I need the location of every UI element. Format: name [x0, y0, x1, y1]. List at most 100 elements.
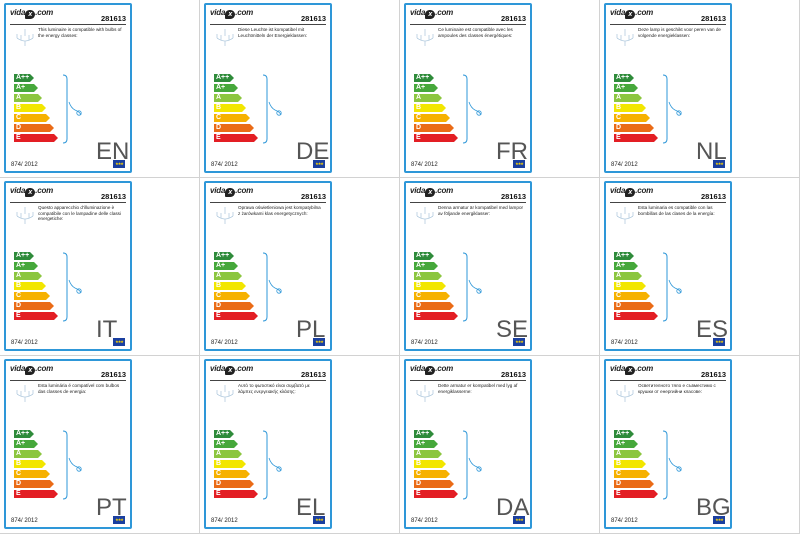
- energy-class-label: C: [16, 292, 22, 299]
- product-code: 281613: [300, 370, 326, 379]
- eu-flag-icon: ★★★: [513, 338, 525, 346]
- range-bracket-icon: [462, 430, 468, 500]
- brand-suffix: .com: [35, 8, 54, 17]
- product-code: 281613: [300, 14, 326, 23]
- divider: [210, 380, 326, 381]
- label-cell-it: vida x .com 281613 Questo apparecchio d'il…: [0, 178, 200, 356]
- regulation-number: 874/ 2012: [611, 340, 638, 346]
- brand-logo: vida x .com: [610, 8, 653, 19]
- chandelier-icon: [16, 207, 34, 224]
- product-code: 281613: [700, 370, 726, 379]
- brand-logo: vida x .com: [210, 8, 253, 19]
- compatibility-text: This luminaire is compatible with bulbs …: [38, 27, 122, 38]
- brand-mark-icon: x: [625, 10, 636, 19]
- brand-logo: vida x .com: [10, 8, 53, 19]
- energy-class-label: C: [416, 292, 422, 299]
- product-code: 281613: [100, 192, 126, 201]
- energy-class-label: A+: [616, 440, 626, 447]
- product-code: 281613: [700, 14, 726, 23]
- brand-logo: vida x .com: [610, 364, 653, 375]
- bulb-icon: [668, 457, 682, 472]
- brand-suffix: .com: [35, 364, 54, 373]
- divider: [610, 380, 726, 381]
- label-cell-de: vida x .com 281613 Diese Leuchte ist kompa…: [200, 0, 400, 178]
- brand-mark-icon: x: [225, 366, 236, 375]
- language-code: DE: [296, 138, 330, 165]
- regulation-number: 874/ 2012: [411, 340, 438, 346]
- product-code: 281613: [700, 192, 726, 201]
- divider: [410, 380, 526, 381]
- brand-mark-icon: x: [425, 188, 436, 197]
- bulb-icon: [468, 457, 482, 472]
- chandelier-icon: [616, 29, 634, 46]
- energy-class-label: A++: [416, 430, 430, 437]
- brand-suffix: .com: [235, 364, 254, 373]
- brand-name: vida: [210, 8, 226, 17]
- energy-label-card: vida x .com 281613 Αυτό το φωτιστικό είναι…: [204, 359, 332, 529]
- energy-class-label: E: [216, 134, 221, 141]
- energy-class-label: B: [416, 460, 422, 467]
- language-code: PT: [96, 494, 127, 521]
- energy-class-label: A: [416, 450, 422, 457]
- brand-logo: vida x .com: [210, 186, 253, 197]
- regulation-number: 874/ 2012: [411, 518, 438, 524]
- energy-label-card: vida x .com 281613 Esta luminária é compat…: [4, 359, 132, 529]
- energy-class-label: C: [16, 470, 22, 477]
- energy-label-card: vida x .com 281613 Ce luminaire est compat…: [404, 3, 532, 173]
- regulation-number: 874/ 2012: [11, 518, 38, 524]
- compatibility-text: Questo apparecchio d'illuminazione è com…: [38, 205, 121, 222]
- energy-class-label: D: [416, 302, 422, 309]
- language-code: EN: [96, 138, 130, 165]
- energy-class-label: E: [216, 312, 221, 319]
- energy-class-label: D: [16, 124, 22, 131]
- brand-suffix: .com: [635, 186, 654, 195]
- energy-class-label: E: [416, 134, 421, 141]
- energy-class-label: E: [616, 312, 621, 319]
- eu-flag-icon: ★★★: [113, 516, 125, 524]
- range-bracket-icon: [462, 252, 468, 322]
- energy-class-label: A++: [16, 74, 30, 81]
- divider: [210, 202, 326, 203]
- energy-class-label: A: [616, 450, 622, 457]
- energy-class-label: A: [416, 94, 422, 101]
- energy-class-label: B: [216, 104, 222, 111]
- language-code: PL: [296, 316, 326, 343]
- energy-class-label: E: [616, 490, 621, 497]
- range-bracket-icon: [262, 430, 268, 500]
- energy-class-label: A++: [416, 252, 430, 259]
- product-code: 281613: [100, 14, 126, 23]
- energy-label-card: vida x .com 281613 Oprawa oświetleniowa je…: [204, 181, 332, 351]
- divider: [10, 380, 126, 381]
- energy-class-label: A+: [416, 262, 426, 269]
- bulb-icon: [68, 101, 82, 116]
- brand-logo: vida x .com: [410, 8, 453, 19]
- brand-suffix: .com: [435, 186, 454, 195]
- regulation-number: 874/ 2012: [211, 518, 238, 524]
- energy-class-label: A++: [216, 252, 230, 259]
- language-code: EL: [296, 494, 326, 521]
- eu-flag-icon: ★★★: [713, 338, 725, 346]
- energy-class-label: A++: [616, 74, 630, 81]
- divider: [10, 202, 126, 203]
- brand-name: vida: [410, 364, 426, 373]
- energy-class-label: B: [616, 460, 622, 467]
- energy-class-label: D: [616, 302, 622, 309]
- chandelier-icon: [16, 29, 34, 46]
- brand-name: vida: [610, 364, 626, 373]
- energy-class-label: B: [16, 104, 22, 111]
- energy-class-label: A++: [616, 252, 630, 259]
- brand-suffix: .com: [35, 186, 54, 195]
- product-code: 281613: [500, 192, 526, 201]
- regulation-number: 874/ 2012: [211, 162, 238, 168]
- energy-class-label: D: [616, 124, 622, 131]
- divider: [210, 24, 326, 25]
- brand-mark-icon: x: [625, 366, 636, 375]
- energy-class-label: C: [416, 114, 422, 121]
- energy-class-label: B: [16, 282, 22, 289]
- label-cell-nl: vida x .com 281613 Deze lamp is geschikt v…: [600, 0, 800, 178]
- energy-class-label: C: [216, 470, 222, 477]
- energy-class-label: A+: [216, 84, 226, 91]
- energy-class-label: D: [416, 124, 422, 131]
- eu-flag-icon: ★★★: [313, 338, 325, 346]
